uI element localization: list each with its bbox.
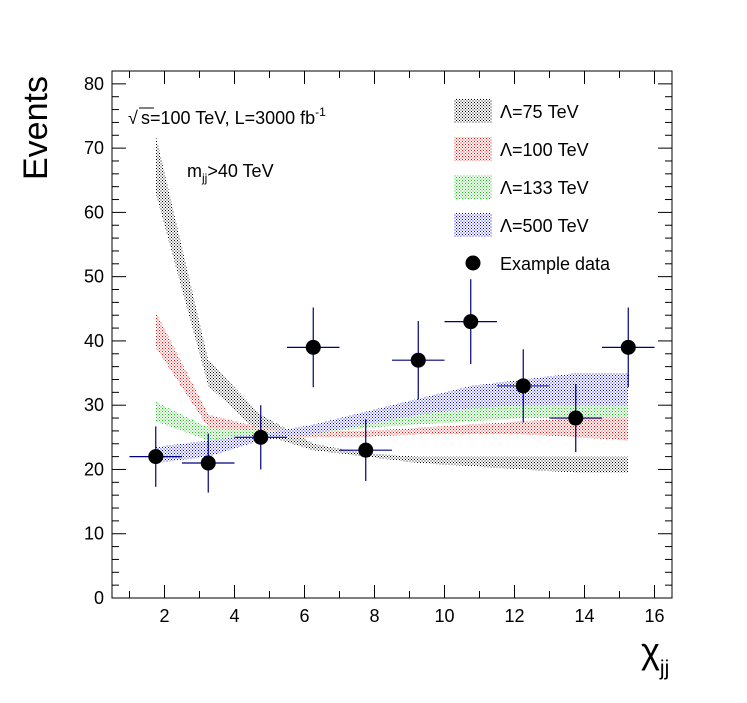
data-point (515, 378, 531, 394)
x-axis-label-sub: jj (659, 657, 669, 680)
y-tick-label: 10 (84, 524, 104, 544)
x-tick-label: 8 (369, 606, 379, 626)
sqrt-symbol: √ (128, 108, 138, 128)
legend: Λ=75 TeV Λ=100 TeV Λ=133 TeV Λ=500 TeV Examp… (454, 99, 611, 274)
legend-label: Λ=133 TeV (500, 178, 589, 198)
x-tick-label: 2 (159, 606, 169, 626)
energy-label: s=100 TeV, L=3000 fb-1 (141, 105, 326, 128)
x-tick-label: 4 (229, 606, 239, 626)
y-axis-label: Events (17, 76, 55, 180)
y-tick-label: 20 (84, 459, 104, 479)
legend-label: Example data (500, 254, 611, 274)
y-tick-label: 60 (84, 202, 104, 222)
data-point (305, 339, 321, 355)
legend-swatch (454, 213, 492, 237)
y-tick-label: 50 (84, 267, 104, 287)
data-point (253, 429, 269, 445)
data-point (358, 442, 374, 458)
data-point (568, 410, 584, 426)
y-tick-label: 70 (84, 138, 104, 158)
data-point (200, 455, 216, 471)
legend-label: Λ=75 TeV (500, 102, 579, 122)
y-tick-label: 40 (84, 331, 104, 351)
ticks-layer: 2 4 6 8 10 12 14 16 0 10 20 30 40 50 60 70 80 (84, 70, 672, 626)
legend-label: Λ=100 TeV (500, 140, 589, 160)
x-tick-label: 12 (504, 606, 524, 626)
legend-marker (465, 255, 481, 271)
band-100-tev (155, 312, 629, 441)
legend-label: Λ=500 TeV (500, 216, 589, 236)
x-tick-label: 16 (644, 606, 664, 626)
legend-swatch (454, 175, 492, 199)
bands-layer (155, 135, 629, 473)
x-axis-label: χjj (641, 630, 669, 680)
x-tick-label: 10 (434, 606, 454, 626)
data-points-layer (129, 279, 655, 493)
y-tick-label: 0 (94, 588, 104, 608)
x-tick-label: 14 (574, 606, 594, 626)
x-axis-label-main: χ (641, 630, 660, 671)
plot-frame (111, 70, 673, 599)
mass-cut-label: mjj>40 TeV (187, 161, 274, 185)
legend-swatch (454, 137, 492, 161)
data-point (410, 352, 426, 368)
data-point (463, 314, 479, 330)
band-133-tev (155, 395, 629, 441)
data-point (148, 449, 164, 465)
y-tick-label: 30 (84, 395, 104, 415)
y-tick-label: 80 (84, 74, 104, 94)
legend-swatch (454, 99, 492, 123)
data-point (620, 339, 636, 355)
x-tick-label: 6 (299, 606, 309, 626)
energy-annotation: √ s=100 TeV, L=3000 fb-1 (128, 105, 326, 128)
band-500-tev (155, 373, 629, 463)
